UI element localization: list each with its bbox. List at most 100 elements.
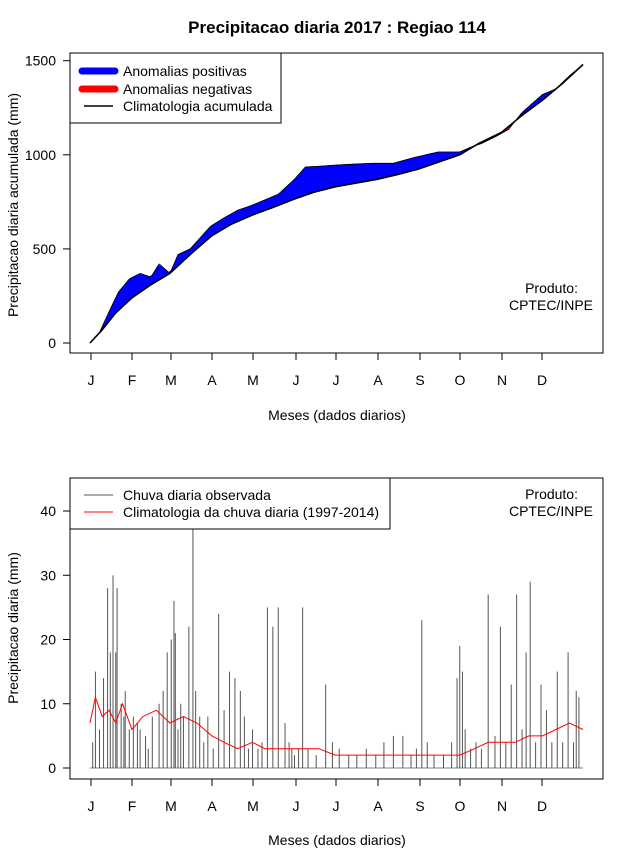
x-tick-label: S (415, 798, 424, 814)
anomaly-positive-segment (314, 165, 318, 193)
anomaly-positive-segment (433, 151, 438, 165)
anomaly-positive-segment (138, 273, 142, 294)
anomaly-positive-segment (393, 162, 397, 176)
anomaly-positive-segment (325, 165, 329, 190)
y-tick-label: 40 (40, 503, 56, 519)
observed-cumulative-line (89, 64, 584, 344)
bottom-y-axis-label: Precipitacao diaria (mm) (5, 552, 21, 704)
x-tick-label: M (247, 798, 259, 814)
y-tick-label: 0 (48, 335, 56, 351)
anomaly-positive-segment (355, 163, 359, 184)
y-tick-label: 20 (40, 632, 56, 648)
anomaly-positive-segment (298, 170, 302, 199)
anomaly-positive-segment (379, 163, 383, 179)
anomaly-positive-segment (430, 152, 435, 166)
anomaly-positive-segment (295, 173, 299, 200)
anomaly-positive-segment (409, 157, 413, 172)
legend-label-negative: Anomalias negativas (123, 81, 252, 97)
anomaly-positive-segment (135, 273, 140, 296)
anomaly-positive-segment (317, 165, 321, 192)
bottom-annotation-line1: Produto: (525, 486, 578, 502)
anomaly-positive-segment (263, 198, 267, 212)
anomaly-positive-segment (368, 162, 373, 182)
x-tick-label: F (128, 372, 137, 388)
x-tick-label: O (455, 372, 466, 388)
x-tick-label: M (165, 372, 177, 388)
x-tick-label: D (537, 372, 547, 388)
anomaly-positive-segment (395, 161, 400, 176)
anomaly-positive-segment (141, 273, 145, 292)
y-tick-label: 0 (48, 760, 56, 776)
x-tick-label: J (333, 372, 340, 388)
anomaly-positive-segment (346, 164, 351, 186)
anomaly-positive-segment (401, 159, 405, 174)
anomaly-positive-segment (387, 163, 392, 178)
anomaly-positive-segment (122, 283, 126, 308)
anomaly-positive-segment (357, 163, 362, 184)
x-tick-label: O (455, 798, 466, 814)
anomaly-positive-segment (365, 163, 370, 182)
anomaly-positive-segment (422, 154, 427, 168)
anomaly-positive-segment (268, 196, 272, 210)
anomaly-positive-segment (292, 176, 297, 201)
anomaly-positive-segment (406, 158, 410, 173)
top-y-axis-label: Precipitacao diaria acumulada (mm) (5, 93, 21, 317)
anomaly-positive-segment (328, 165, 332, 189)
anomaly-positive-segment (363, 163, 367, 183)
x-tick-label: M (247, 372, 259, 388)
x-tick-label: M (165, 798, 177, 814)
anomaly-positive-segment (311, 166, 316, 194)
anomaly-positive-segment (303, 166, 308, 197)
anomaly-positive-segment (403, 159, 408, 174)
anomaly-positive-segment (322, 165, 327, 191)
anomaly-positive-segment (374, 163, 378, 181)
daily-chart: 0 10 20 30 40 J F M A M J J A S O N D Meses (dados diar… (5, 477, 604, 848)
anomaly-positive-segment (390, 163, 394, 177)
anomaly-positive-segment (384, 163, 389, 178)
chart-title: Precipitacao diaria 2017 : Regiao 114 (188, 18, 486, 37)
anomaly-positive-segment (382, 163, 386, 179)
anomaly-positive-segment (428, 153, 432, 167)
anomaly-positive-segment (330, 164, 335, 189)
x-tick-label: A (207, 798, 217, 814)
anomaly-positive-segment (306, 166, 310, 196)
top-annotation-line1: Produto: (525, 280, 578, 296)
x-tick-label: N (497, 798, 507, 814)
legend-label-positive: Anomalias positivas (123, 63, 247, 79)
y-tick-label: 500 (33, 241, 57, 257)
anomaly-positive-segment (130, 276, 134, 300)
x-tick-label: D (537, 798, 547, 814)
anomaly-positive-segment (414, 156, 419, 171)
anomaly-positive-segment (338, 164, 343, 187)
x-tick-label: S (415, 372, 424, 388)
anomaly-positive-segment (157, 264, 161, 282)
anomaly-positive-segment (273, 194, 278, 208)
anomaly-positive-segment (376, 163, 381, 180)
climatology-cumulative-line (89, 63, 584, 344)
anomaly-positive-segment (133, 275, 137, 298)
anomaly-positive-segment (333, 164, 337, 188)
bottom-annotation-line2: CPTEC/INPE (509, 503, 593, 519)
anomaly-positive-segment (360, 163, 364, 183)
y-tick-label: 1500 (25, 53, 56, 69)
climatology-daily-line (89, 695, 584, 756)
bottom-legend: Chuva diaria observada Climatologia da c… (69, 477, 391, 530)
anomaly-positive-segment (341, 164, 345, 186)
anomaly-positive-segment (309, 166, 313, 195)
anomaly-positive-segment (265, 197, 270, 211)
legend-label-observed: Chuva diaria observada (123, 487, 271, 503)
anomaly-positive-segment (319, 165, 324, 192)
x-tick-label: J (293, 798, 300, 814)
anomaly-positive-segment (287, 182, 291, 203)
bottom-x-axis-label: Meses (dados diarios) (268, 832, 406, 848)
x-tick-label: F (128, 798, 137, 814)
anomaly-positive-segment (352, 163, 356, 185)
x-tick-label: A (373, 372, 383, 388)
x-tick-label: A (207, 372, 217, 388)
y-tick-label: 30 (40, 567, 56, 583)
top-annotation-line2: CPTEC/INPE (509, 297, 593, 313)
x-tick-label: N (497, 372, 507, 388)
anomaly-positive-segment (411, 156, 416, 172)
anomaly-positive-segment (124, 279, 129, 305)
